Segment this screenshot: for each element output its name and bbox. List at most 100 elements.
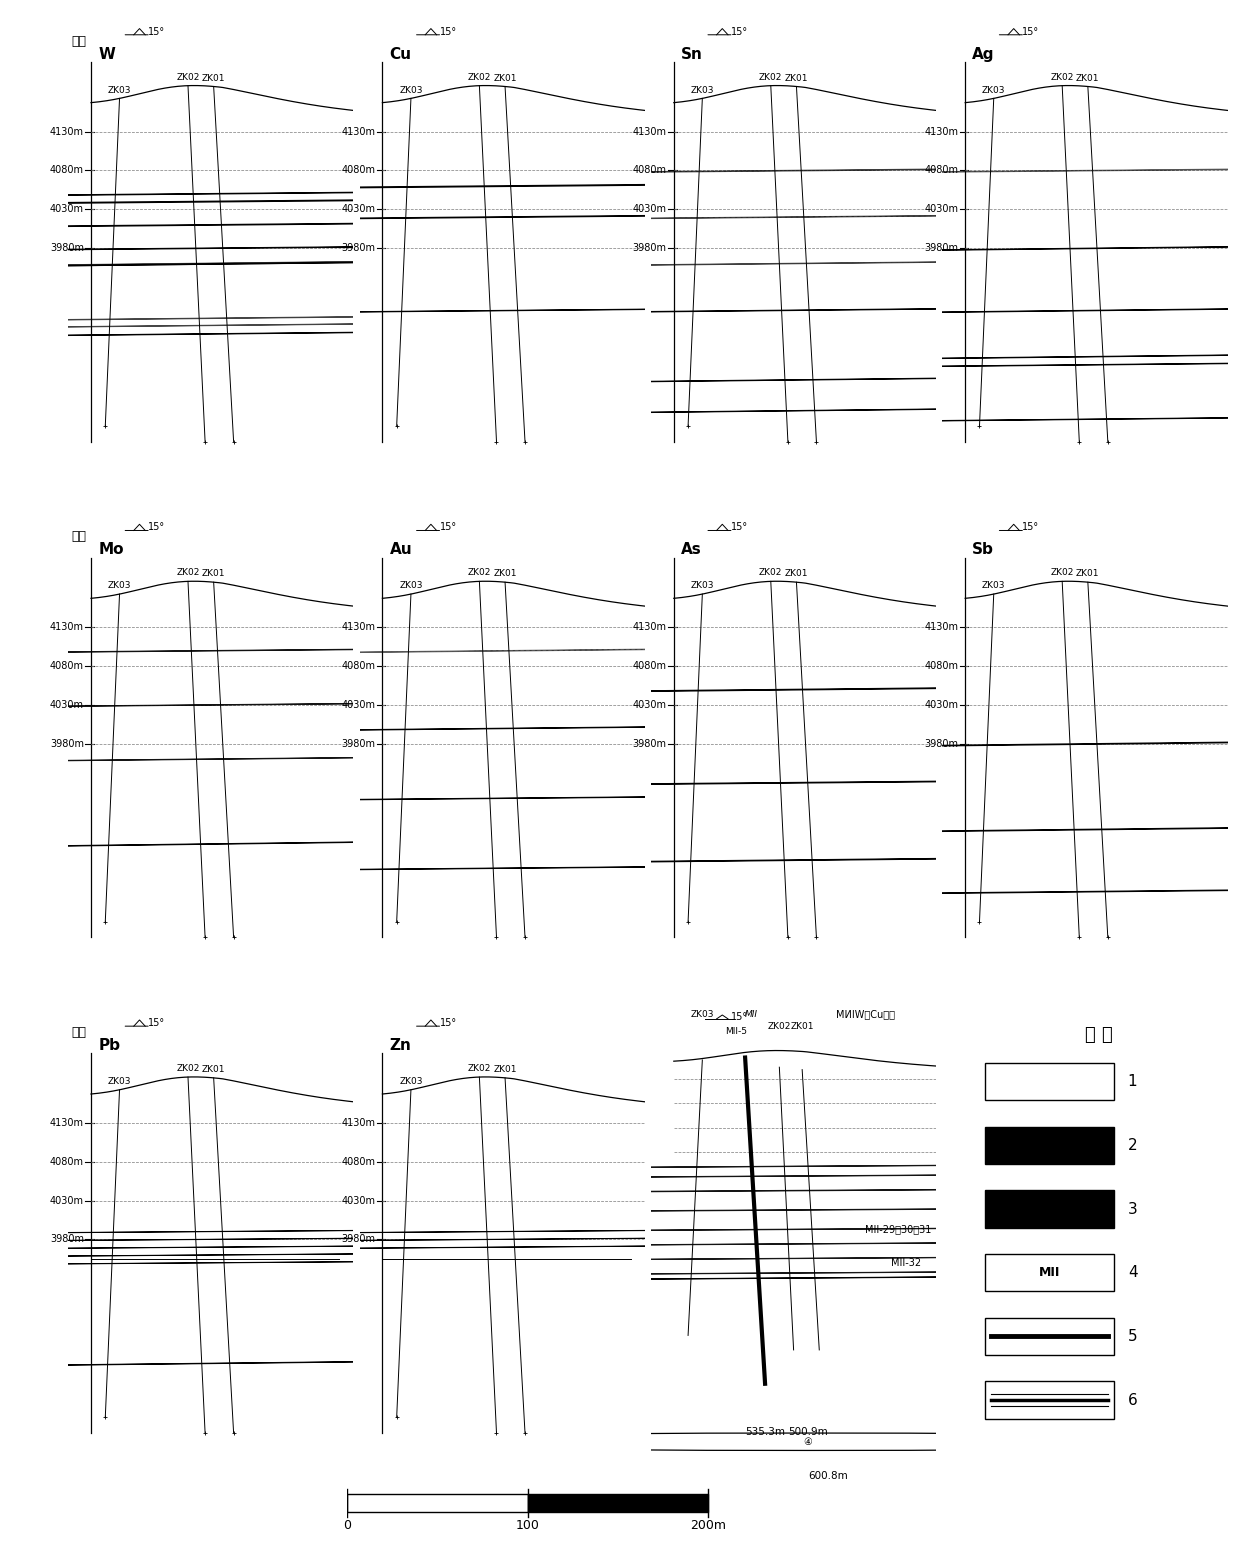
Text: 4130m: 4130m [341,623,376,632]
Text: Pb: Pb [98,1039,120,1053]
Ellipse shape [0,633,1240,667]
Ellipse shape [0,1225,1240,1254]
Text: ZK03: ZK03 [691,581,714,590]
Text: 4130m: 4130m [924,126,959,137]
Text: ZK03: ZK03 [982,581,1006,590]
Ellipse shape [0,350,1240,378]
Text: ZK02: ZK02 [1050,569,1074,578]
Text: 15°: 15° [439,522,456,532]
Text: 4130m: 4130m [924,623,959,632]
Ellipse shape [0,689,1240,720]
Ellipse shape [0,840,1240,880]
Text: 100: 100 [516,1519,539,1532]
Text: ZK02: ZK02 [467,1065,491,1073]
Text: Sn: Sn [681,46,703,62]
Text: 4080m: 4080m [341,1157,376,1167]
Ellipse shape [0,341,1240,373]
Text: ZK03: ZK03 [108,581,131,590]
Text: 4130m: 4130m [632,623,667,632]
Ellipse shape [0,305,1240,331]
Text: 5: 5 [1128,1328,1137,1344]
Text: 15°: 15° [730,1012,748,1022]
Text: 0: 0 [343,1519,351,1532]
Text: ZK01: ZK01 [790,1022,813,1031]
Text: ZK01: ZK01 [202,1065,226,1074]
Text: 4080m: 4080m [924,661,959,670]
Ellipse shape [0,1256,1240,1290]
Text: ZK01: ZK01 [1076,569,1100,578]
Text: ZK01: ZK01 [785,74,808,83]
Ellipse shape [0,314,1240,336]
Bar [985,1063,1114,1100]
Ellipse shape [0,319,1240,348]
Ellipse shape [0,1162,1240,1219]
Ellipse shape [0,1241,1240,1276]
Text: 3980m: 3980m [632,243,667,253]
Ellipse shape [0,717,1240,770]
Text: 535.3m: 535.3m [745,1427,785,1438]
Text: 4030m: 4030m [924,203,959,214]
Text: ZK02: ZK02 [176,569,200,578]
Ellipse shape [0,1348,1240,1378]
Text: ZK03: ZK03 [108,85,131,94]
Ellipse shape [0,228,1240,268]
Text: 4130m: 4130m [50,1119,84,1128]
Ellipse shape [0,871,1240,911]
Ellipse shape [0,1216,1240,1247]
Text: 4030m: 4030m [341,700,376,710]
Text: 600.8m: 600.8m [808,1470,848,1481]
Text: Ag: Ag [972,46,994,62]
Text: ZK03: ZK03 [691,85,714,94]
Text: ZK03: ZK03 [691,1009,714,1019]
Ellipse shape [0,804,1240,854]
Text: 4130m: 4130m [50,126,84,137]
Text: Cu: Cu [389,46,412,62]
Text: 3980m: 3980m [50,243,84,253]
Ellipse shape [0,197,1240,236]
Text: 4080m: 4080m [632,165,667,176]
Text: МИIW、Cu矿群: МИIW、Cu矿群 [837,1009,895,1019]
Text: 4130m: 4130m [341,1119,376,1128]
Ellipse shape [0,1147,1240,1185]
Text: 15°: 15° [439,26,456,37]
Text: 高程: 高程 [71,1026,86,1039]
Ellipse shape [0,364,1240,396]
Text: 4080m: 4080m [50,661,84,670]
Ellipse shape [0,1242,1240,1268]
Text: ZK03: ZK03 [399,581,423,590]
Text: 15°: 15° [148,26,165,37]
Text: 3980m: 3980m [50,738,84,749]
Ellipse shape [0,293,1240,327]
Text: 4030m: 4030m [632,700,667,710]
Text: 2: 2 [1128,1137,1137,1153]
Ellipse shape [0,761,1240,803]
Ellipse shape [0,1233,1240,1261]
Text: ZK02: ZK02 [467,569,491,578]
Ellipse shape [0,149,1240,191]
Text: 3980m: 3980m [632,738,667,749]
Text: 4: 4 [1128,1265,1137,1281]
Text: ZK01: ZK01 [1076,74,1100,83]
Text: МII-5: МII-5 [725,1026,748,1036]
Text: Au: Au [389,542,412,558]
Text: 4030m: 4030m [50,1196,84,1205]
Ellipse shape [0,405,1240,431]
Text: 4030m: 4030m [341,1196,376,1205]
Text: ZK01: ZK01 [494,1065,517,1074]
Text: ZK03: ZK03 [982,85,1006,94]
Text: 4130m: 4130m [50,623,84,632]
Text: 15°: 15° [439,1019,456,1028]
Text: 15°: 15° [1022,522,1039,532]
Text: ZK02: ZK02 [1050,72,1074,82]
Text: 3980m: 3980m [924,243,959,253]
Ellipse shape [0,666,1240,713]
Ellipse shape [0,1154,1240,1197]
Text: ZK01: ZK01 [494,74,517,83]
Text: ZK03: ZK03 [108,1077,131,1086]
Ellipse shape [0,746,1240,772]
Text: ZK02: ZK02 [759,569,782,578]
Text: ZK02: ZK02 [176,1065,200,1073]
Text: 15°: 15° [148,522,165,532]
Text: 3: 3 [1128,1202,1137,1216]
Text: 高程: 高程 [71,35,86,48]
